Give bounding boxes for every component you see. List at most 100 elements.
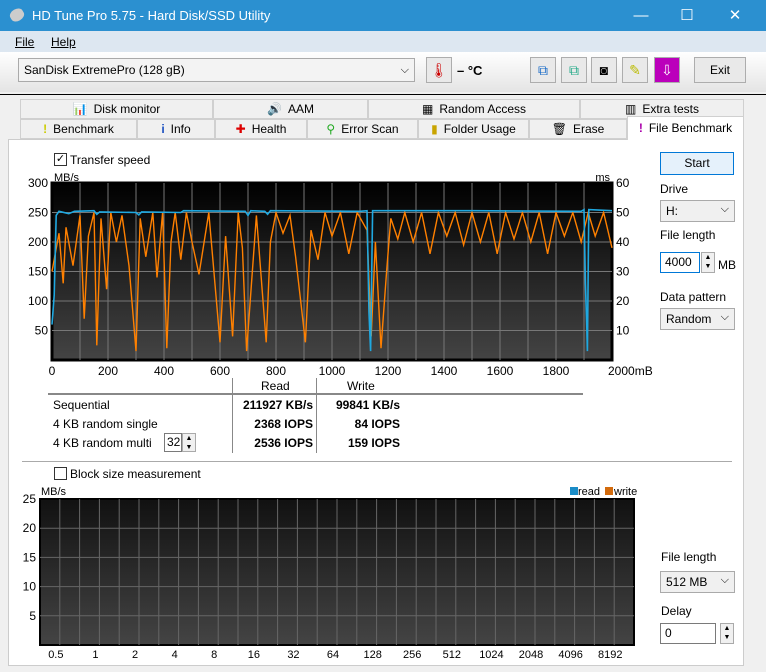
delay-input[interactable]: 0	[660, 623, 716, 644]
file-length-input[interactable]: 4000	[660, 252, 700, 273]
x-tick-label: 1000	[319, 364, 346, 378]
menu-bar: File Help	[0, 31, 766, 52]
write-value: 99841 KB/s	[335, 398, 400, 412]
trash-icon: 🗑	[551, 122, 567, 136]
tab-benchmark[interactable]: ! Benchmark	[20, 119, 137, 139]
block-size-checkbox[interactable]	[54, 467, 67, 480]
row-label: Sequential	[53, 398, 110, 412]
drive-select[interactable]: SanDisk ExtremePro (128 gB) ⌵	[18, 58, 415, 82]
data-pattern-select[interactable]: Random ⌵	[660, 308, 735, 330]
read-value: 2368 IOPS	[254, 417, 313, 431]
tab-label: AAM	[287, 102, 314, 116]
y-tick-label: 150	[28, 265, 48, 279]
minimize-button[interactable]: —	[633, 7, 649, 24]
magnifier-icon: ⚲	[326, 122, 336, 136]
file-length-label: File length	[660, 228, 716, 242]
y-tick-label: 10	[23, 580, 37, 594]
y-axis-unit: MB/s	[54, 172, 80, 184]
tab-erase[interactable]: 🗑 Erase	[529, 119, 627, 139]
tab-label: Disk monitor	[93, 102, 161, 116]
x-tick-label: 1200	[375, 364, 402, 378]
exit-button[interactable]: Exit	[694, 57, 746, 83]
block-file-length-value: 512 MB	[666, 575, 708, 589]
x-tick-label: 512	[443, 649, 461, 661]
chevron-down-icon: ⌵	[720, 311, 729, 323]
start-button[interactable]: Start	[660, 152, 734, 175]
drive-letter-value: H:	[666, 204, 678, 218]
x-tick-label: 256	[403, 649, 421, 661]
queue-depth-spinner[interactable]: ▲ ▼	[182, 433, 196, 452]
y-tick-label: 15	[23, 550, 37, 564]
delay-spinner[interactable]: ▲ ▼	[720, 623, 734, 644]
y-tick-label: 250	[28, 206, 48, 220]
row-label: 4 KB random multi	[53, 436, 152, 450]
chevron-down-icon: ⌵	[400, 64, 409, 76]
x-tick-label: 600	[210, 364, 230, 378]
tab-health[interactable]: ✚ Health	[215, 119, 307, 139]
x-tick-label: 800	[266, 364, 286, 378]
y-tick-label: 50	[35, 324, 49, 338]
legend-write-label: write	[613, 486, 637, 498]
tab-aam[interactable]: 🔊 AAM	[213, 99, 368, 119]
download-icon[interactable]: ⇩	[654, 57, 680, 83]
camera-icon[interactable]: ◙	[591, 57, 617, 83]
copy-screenshot-icon[interactable]: ⧉	[561, 57, 587, 83]
menu-file[interactable]: File	[15, 35, 35, 49]
legend-read-swatch	[570, 487, 578, 495]
y-tick-label: 5	[29, 609, 36, 623]
wrench-icon[interactable]: ✎	[622, 57, 648, 83]
tab-error-scan[interactable]: ⚲ Error Scan	[307, 119, 418, 139]
x-tick-label: 1800	[543, 364, 570, 378]
info-icon: i	[161, 122, 165, 136]
x-tick-label: 2	[132, 649, 138, 661]
x-tick-label: 8192	[598, 649, 622, 661]
y-tick-label: 20	[23, 521, 37, 535]
read-value: 211927 KB/s	[242, 398, 313, 412]
y-right-tick-label: 30	[616, 265, 630, 279]
tab-file-benchmark[interactable]: ! File Benchmark	[627, 116, 744, 140]
divider	[232, 378, 233, 453]
tab-info[interactable]: i Info	[137, 119, 215, 139]
transfer-speed-checkbox[interactable]: ✓	[54, 153, 67, 166]
y-right-tick-label: 10	[616, 324, 630, 338]
drive-letter-select[interactable]: H: ⌵	[660, 200, 735, 222]
tab-disk-monitor[interactable]: 📊 Disk monitor	[20, 99, 213, 119]
y-right-tick-label: 20	[616, 294, 630, 308]
x-tick-label: 2048	[519, 649, 543, 661]
file-length-spinner[interactable]: ▲ ▼	[701, 252, 715, 273]
maximize-button[interactable]: ☐	[680, 7, 694, 24]
block-file-length-label: File length	[661, 550, 717, 564]
x-tick-label: 0	[49, 364, 56, 378]
read-header: Read	[261, 379, 290, 393]
x-tick-label: 0.5	[48, 649, 63, 661]
y-right-axis-unit: ms	[595, 172, 610, 184]
y-tick-label: 300	[28, 176, 48, 190]
title-bar: HD Tune Pro 5.75 - Hard Disk/SSD Utility…	[0, 0, 766, 31]
file-length-unit: MB	[718, 258, 736, 272]
file-benchmark-icon: !	[638, 121, 643, 135]
copy-text-icon[interactable]: ⧉	[530, 57, 556, 83]
block-file-length-select[interactable]: 512 MB ⌵	[660, 571, 735, 593]
x-tick-label: 1400	[431, 364, 458, 378]
y-right-tick-label: 50	[616, 206, 630, 220]
close-button[interactable]: ✕	[728, 7, 742, 24]
tab-extra-tests[interactable]: ▥ Extra tests	[580, 99, 744, 119]
folder-icon: ▮	[431, 122, 438, 136]
y-right-tick-label: 40	[616, 235, 630, 249]
health-cross-icon: ✚	[235, 122, 246, 136]
tab-folder-usage[interactable]: ▮ Folder Usage	[418, 119, 529, 139]
divider	[316, 378, 317, 453]
queue-depth-input[interactable]: 32	[164, 433, 182, 452]
menu-help[interactable]: Help	[51, 35, 76, 49]
tab-random-access[interactable]: ▦ Random Access	[368, 99, 580, 119]
tab-label: Folder Usage	[443, 122, 516, 136]
x-tick-label: 1024	[479, 649, 503, 661]
benchmark-icon: !	[43, 122, 48, 136]
tab-label: Random Access	[439, 102, 527, 116]
window-title: HD Tune Pro 5.75 - Hard Disk/SSD Utility	[32, 8, 271, 23]
thermometer-icon: 🌡	[426, 57, 452, 83]
y-tick-label: 200	[28, 235, 48, 249]
y-tick-label: 25	[23, 492, 37, 506]
drive-label: Drive	[660, 182, 689, 196]
temperature-readout: – °C	[457, 63, 483, 78]
